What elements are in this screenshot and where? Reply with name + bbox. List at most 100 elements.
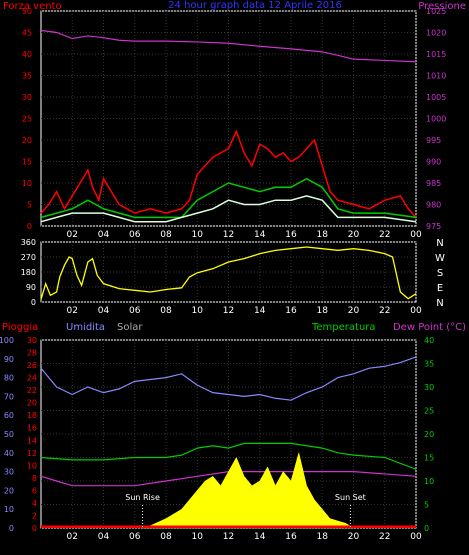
series-p3-2: [40, 471, 417, 487]
x-tick-12: 12: [223, 230, 234, 240]
rain-tick-30: 30: [27, 336, 37, 345]
rain-tick-18: 18: [27, 411, 37, 420]
rain-tick-28: 28: [27, 349, 37, 358]
series-p3-0: [40, 356, 417, 401]
x-tick-02: 02: [67, 230, 78, 240]
x-tick-14: 14: [254, 306, 266, 316]
x-tick-04: 04: [98, 532, 110, 542]
pressure-tick-1010: 1010: [426, 72, 446, 81]
rain-tick-0: 0: [32, 524, 37, 533]
rain-tick-12: 12: [27, 449, 37, 458]
series-direction-0: [40, 246, 417, 300]
x-tick-10: 10: [192, 230, 204, 240]
temp-tick-30: 30: [424, 383, 434, 392]
x-tick-02: 02: [67, 532, 78, 542]
wind-tick-40: 40: [22, 50, 32, 59]
humidity-tick-0: 0: [9, 524, 14, 533]
x-tick-06: 06: [129, 306, 141, 316]
x-tick-04: 04: [98, 230, 110, 240]
x-tick-14: 14: [254, 230, 266, 240]
dewpoint-label: Dew Point (°C): [393, 322, 466, 333]
temperature-label: Temperatura: [311, 322, 376, 333]
rain-tick-10: 10: [27, 461, 37, 470]
compass-label-4: N: [436, 298, 443, 309]
temp-tick-25: 25: [424, 407, 434, 416]
series-p1-3: [40, 195, 417, 223]
pressure-tick-990: 990: [426, 158, 441, 167]
wind-tick-15: 15: [22, 158, 32, 167]
panel-2-gridlines: [41, 241, 417, 303]
series-solar-fill: [142, 452, 355, 529]
humidity-label: Umidita: [66, 322, 105, 333]
x-tick-00: 00: [410, 230, 422, 240]
x-tick-12: 12: [223, 532, 234, 542]
rain-tick-8: 8: [32, 474, 37, 483]
sun-markers: Sun Rise Sun Set: [125, 493, 366, 528]
wind-tick-0: 0: [27, 222, 32, 231]
rain-tick-6: 6: [32, 486, 37, 495]
temp-tick-15: 15: [424, 454, 434, 463]
x-tick-22: 22: [379, 230, 390, 240]
pressure-tick-1025: 1025: [426, 7, 446, 16]
pressure-tick-985: 985: [426, 179, 441, 188]
x-tick-04: 04: [98, 306, 110, 316]
humidity-tick-20: 20: [4, 486, 14, 495]
right-axis-label-pressure: Pressione: [418, 1, 466, 12]
humidity-tick-60: 60: [4, 411, 14, 420]
x-tick-22: 22: [379, 306, 390, 316]
solar-label: Solar: [117, 322, 143, 333]
rain-label: Pioggia: [2, 322, 38, 333]
compass-label-1: W: [435, 253, 445, 264]
rain-tick-16: 16: [27, 424, 37, 433]
temp-tick-10: 10: [424, 477, 434, 486]
temp-tick-0: 0: [424, 524, 429, 533]
x-tick-18: 18: [317, 230, 329, 240]
humidity-tick-30: 30: [4, 468, 14, 477]
x-tick-18: 18: [317, 306, 329, 316]
pressure-tick-1015: 1015: [426, 50, 446, 59]
wind-tick-35: 35: [22, 72, 32, 81]
rain-tick-2: 2: [32, 511, 37, 520]
series-p3-1: [40, 442, 417, 470]
dir-tick-180: 180: [21, 268, 36, 277]
series-layer: [40, 29, 417, 529]
pressure-tick-1020: 1020: [426, 29, 446, 38]
temp-tick-40: 40: [424, 336, 434, 345]
dir-tick-90: 90: [26, 283, 36, 292]
axis-ticks: 0510152025303540455097598098599099510001…: [0, 7, 446, 542]
rain-tick-24: 24: [27, 374, 37, 383]
pressure-tick-980: 980: [426, 201, 441, 210]
wind-tick-45: 45: [22, 29, 32, 38]
dir-tick-270: 270: [21, 253, 36, 262]
rain-tick-4: 4: [32, 499, 37, 508]
humidity-tick-90: 90: [4, 355, 14, 364]
x-tick-00: 00: [410, 532, 422, 542]
rain-tick-26: 26: [27, 361, 37, 370]
temp-tick-35: 35: [424, 360, 434, 369]
dir-tick-360: 360: [21, 238, 36, 247]
temp-tick-20: 20: [424, 430, 434, 439]
x-tick-18: 18: [317, 532, 329, 542]
humidity-tick-80: 80: [4, 374, 14, 383]
x-tick-16: 16: [285, 532, 297, 542]
humidity-tick-40: 40: [4, 449, 14, 458]
x-tick-16: 16: [285, 230, 297, 240]
compass-label-3: E: [437, 283, 443, 294]
x-tick-02: 02: [67, 306, 78, 316]
x-tick-12: 12: [223, 306, 234, 316]
sun-set-label: Sun Set: [335, 493, 366, 502]
rain-tick-20: 20: [27, 399, 37, 408]
x-tick-10: 10: [192, 532, 204, 542]
x-tick-10: 10: [192, 306, 204, 316]
pressure-tick-1005: 1005: [426, 93, 446, 102]
wind-tick-25: 25: [22, 115, 32, 124]
x-tick-22: 22: [379, 532, 390, 542]
wind-tick-30: 30: [22, 93, 32, 102]
temp-tick-5: 5: [424, 501, 429, 510]
x-tick-08: 08: [160, 532, 172, 542]
x-tick-00: 00: [410, 306, 422, 316]
pressure-tick-975: 975: [426, 222, 441, 231]
rain-tick-14: 14: [27, 436, 37, 445]
wind-tick-10: 10: [22, 179, 32, 188]
humidity-tick-50: 50: [4, 430, 14, 439]
